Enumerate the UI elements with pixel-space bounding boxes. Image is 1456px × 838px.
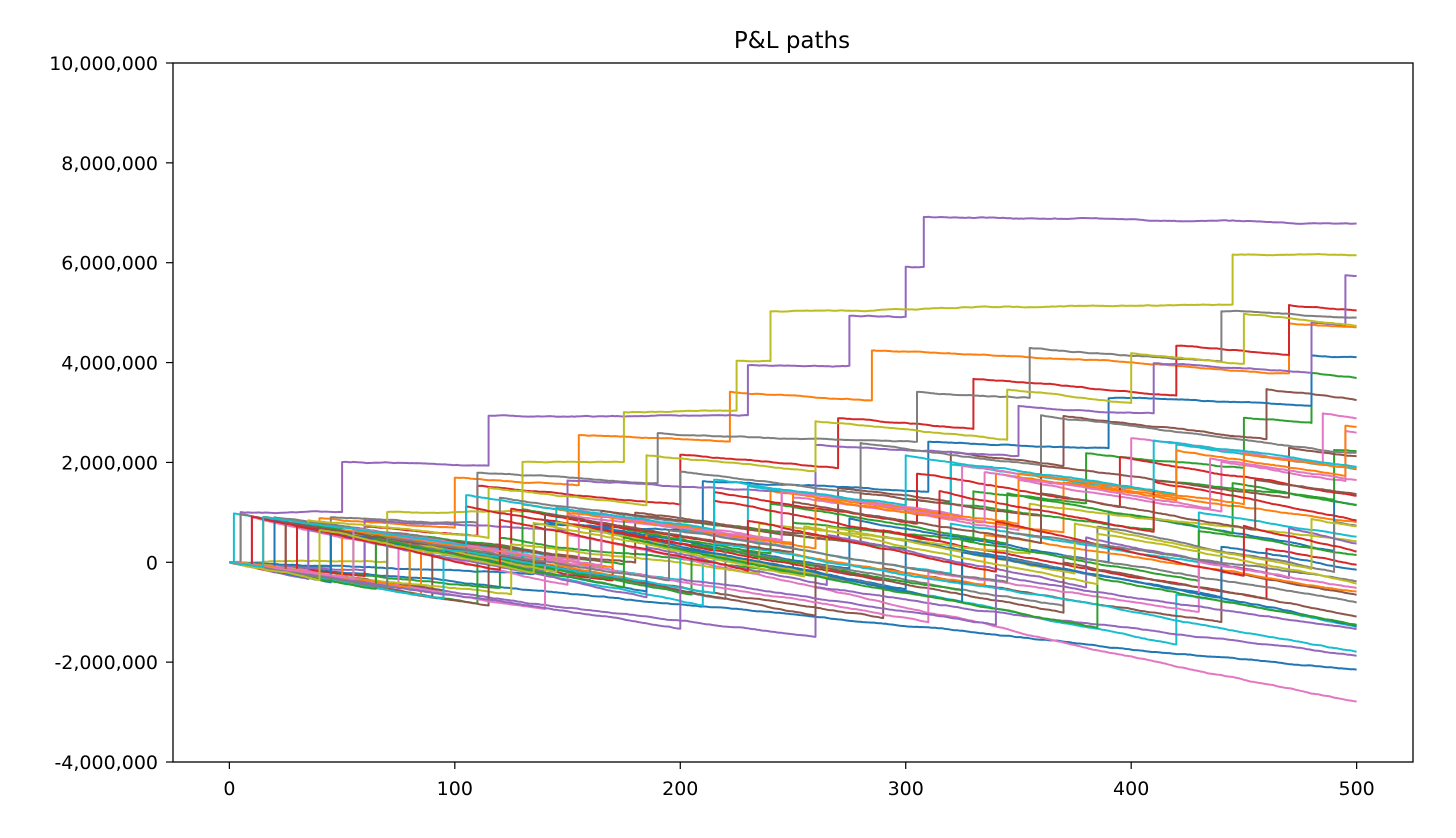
y-tick-label: -2,000,000 bbox=[54, 652, 158, 674]
series-line-path-46 bbox=[229, 478, 1357, 573]
x-tick-label: 100 bbox=[437, 778, 473, 800]
y-tick-label: 2,000,000 bbox=[61, 452, 158, 474]
series-line-path-37 bbox=[229, 558, 1357, 624]
series-line-path-29 bbox=[229, 502, 1357, 596]
series-line-path-26 bbox=[229, 446, 1357, 592]
y-tick-label: 10,000,000 bbox=[49, 53, 158, 75]
series-line-path-9 bbox=[229, 253, 1357, 564]
y-tick-label: -4,000,000 bbox=[54, 752, 158, 774]
y-tick-label: 8,000,000 bbox=[61, 153, 158, 175]
chart-title: P&L paths bbox=[734, 28, 850, 54]
y-tick-label: 4,000,000 bbox=[61, 353, 158, 375]
series-line-path-44 bbox=[229, 515, 1357, 577]
series-layer bbox=[229, 215, 1357, 703]
series-line-path-48 bbox=[229, 529, 1357, 589]
y-tick-label: 6,000,000 bbox=[61, 253, 158, 275]
series-line-path-8 bbox=[229, 309, 1357, 569]
series-line-path-50 bbox=[229, 439, 1357, 568]
x-tick-label: 300 bbox=[888, 778, 924, 800]
series-line-path-1 bbox=[229, 561, 1357, 671]
series-line-path-40 bbox=[229, 542, 1357, 653]
series-line-path-43 bbox=[229, 536, 1357, 629]
x-tick-label: 200 bbox=[662, 778, 698, 800]
y-axis: -4,000,000 -2,000,000 0 2,000,000 4,000,000 6… bbox=[49, 53, 173, 774]
plot-frame bbox=[172, 62, 1414, 763]
series-line-path-18 bbox=[229, 414, 1357, 569]
x-tick-label: 400 bbox=[1113, 778, 1149, 800]
x-tick-label: 500 bbox=[1339, 778, 1375, 800]
x-axis: 0 100 200 300 400 500 bbox=[223, 762, 1375, 800]
series-line-path-19 bbox=[229, 312, 1357, 572]
y-tick-label: 0 bbox=[146, 552, 158, 574]
series-line-path-45 bbox=[229, 561, 1357, 630]
series-line-path-5 bbox=[229, 215, 1357, 564]
series-line-path-3 bbox=[229, 372, 1357, 589]
series-line-path-49 bbox=[229, 521, 1357, 585]
x-tick-label: 0 bbox=[223, 778, 235, 800]
